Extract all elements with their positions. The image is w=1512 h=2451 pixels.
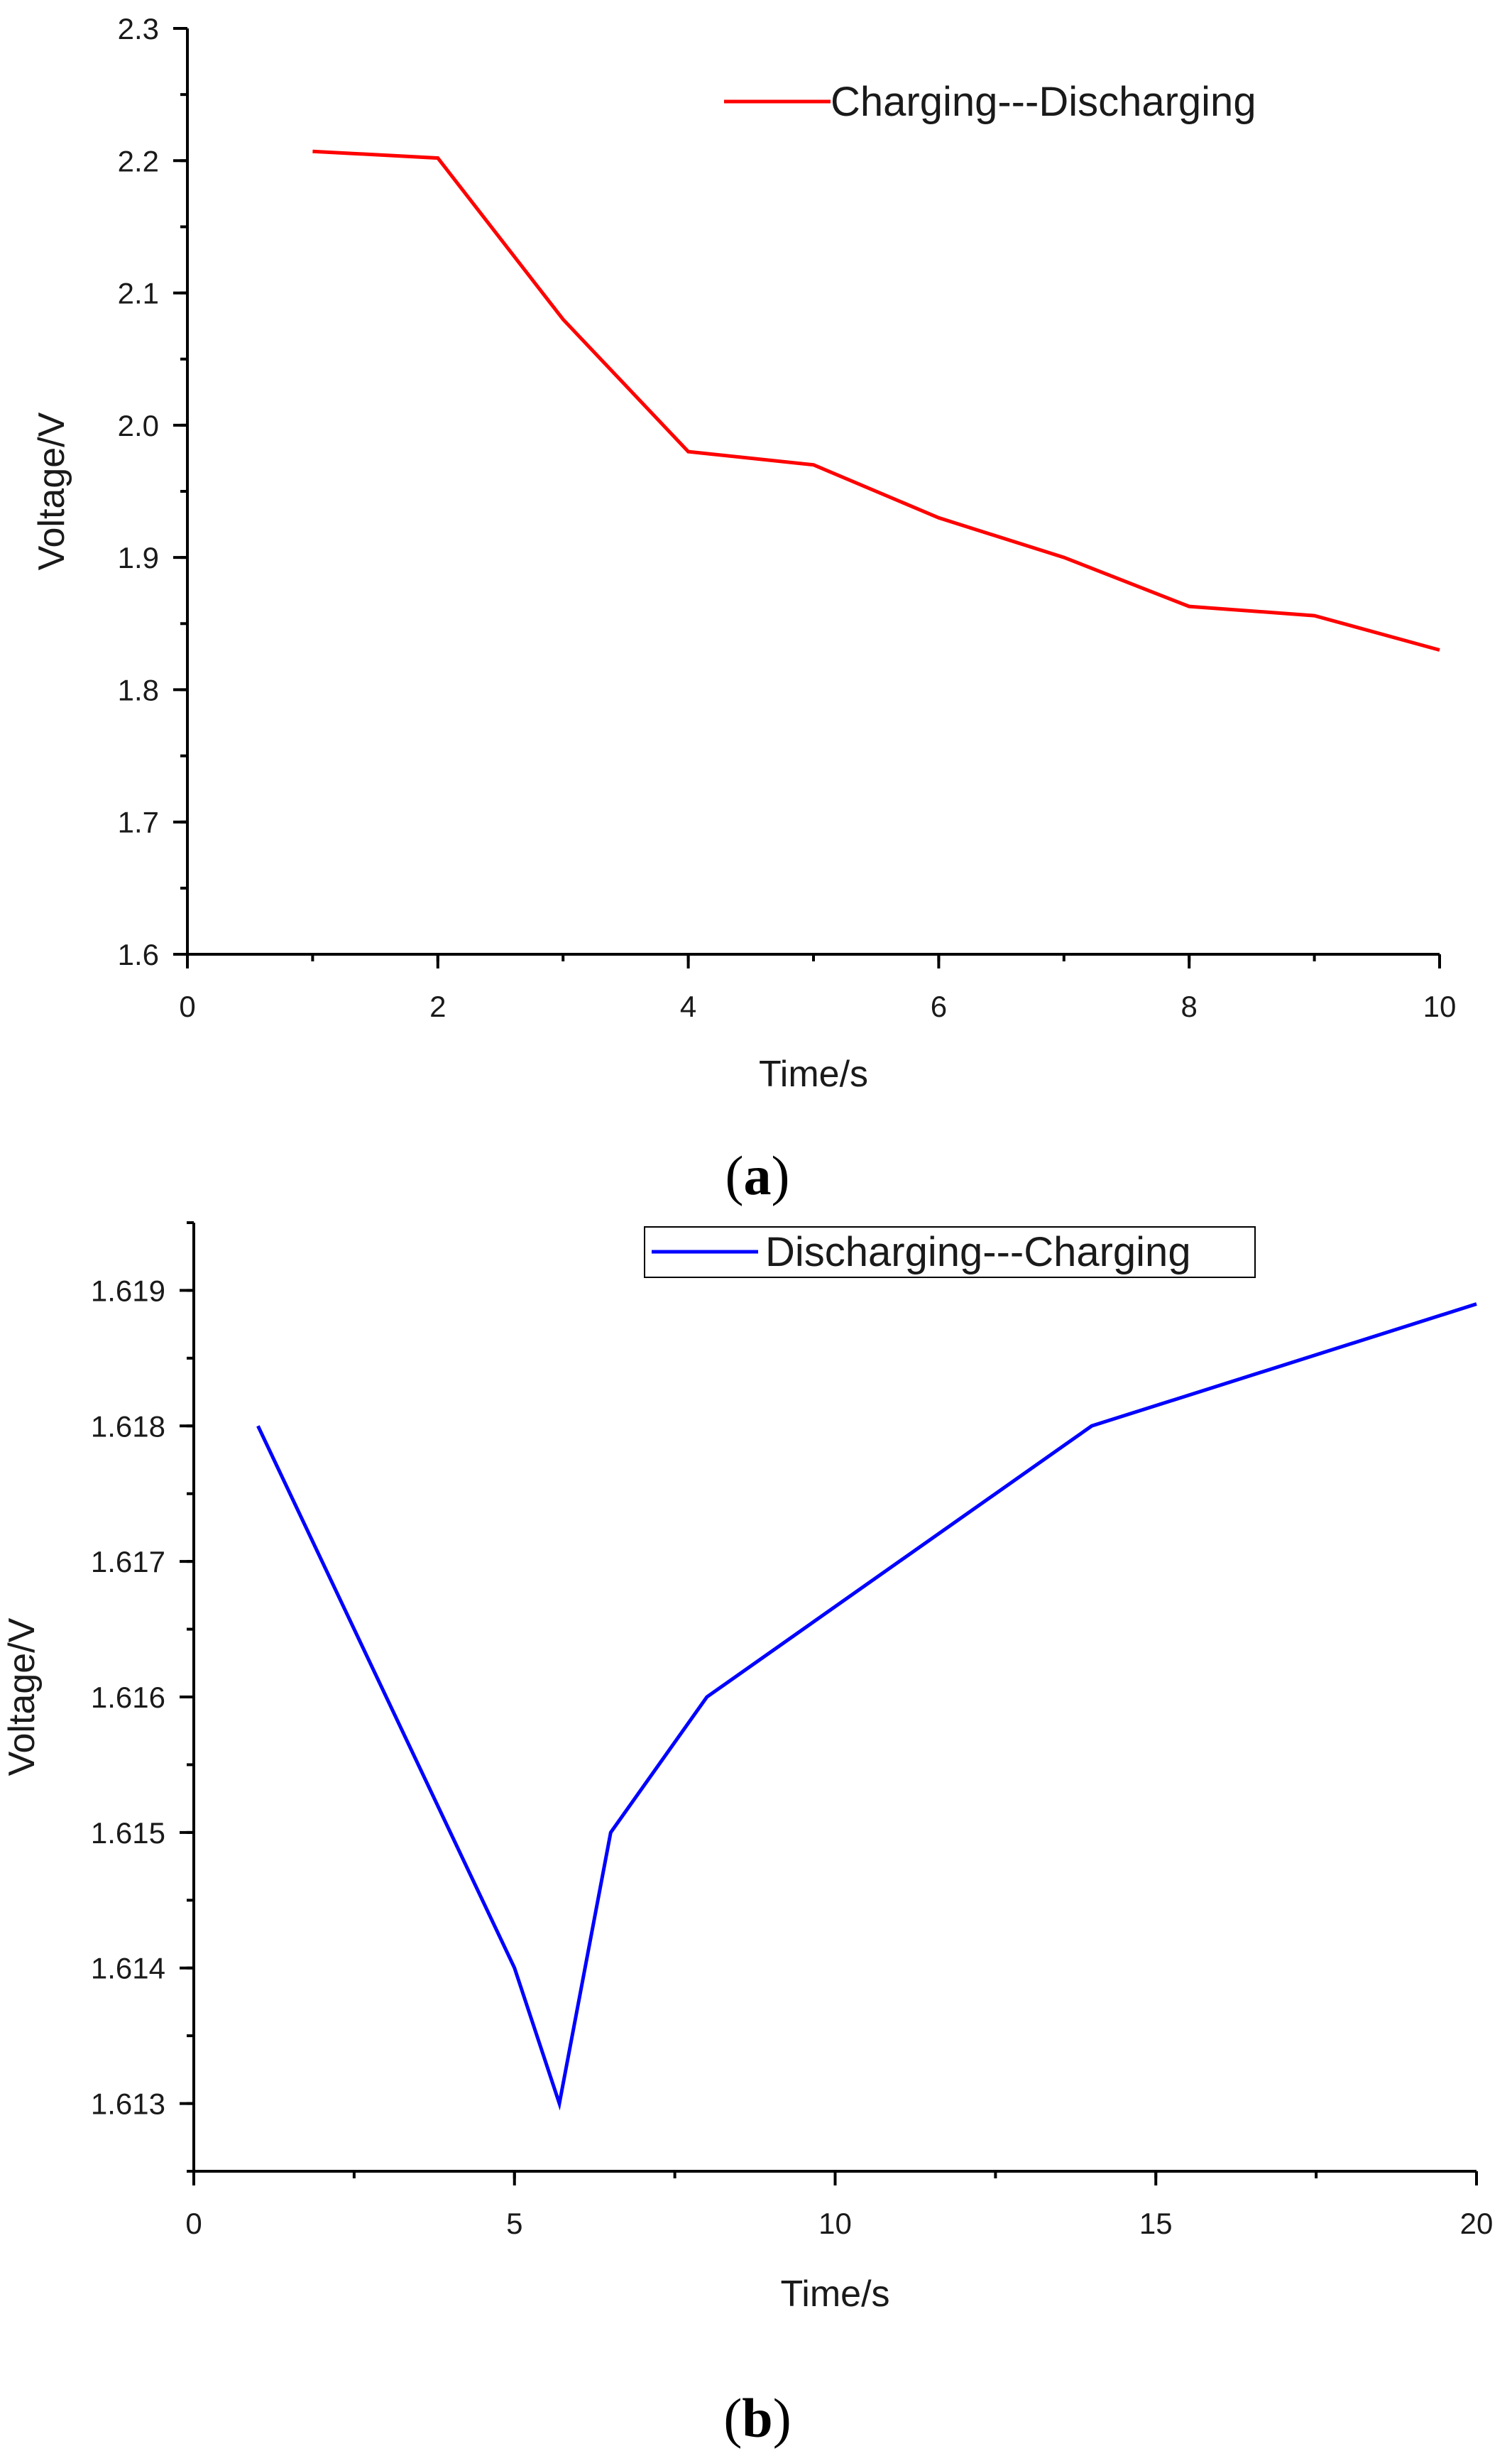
x-tick-label-b: 15 [1139, 2207, 1173, 2240]
y-tick-label-a: 1.7 [118, 806, 159, 839]
x-tick-label-a: 6 [931, 990, 947, 1023]
panel-label-a: (a) [725, 1145, 790, 1206]
y-tick-label-a: 2.3 [118, 12, 159, 45]
legend-label-b: Discharging---Charging [765, 1229, 1191, 1275]
y-tick-label-b: 1.615 [91, 1816, 165, 1850]
panel-label-b: (b) [723, 2387, 791, 2449]
series-line-b-0 [256, 1302, 1477, 2111]
y-tick-label-a: 1.9 [118, 541, 159, 574]
x-tick-label-a: 0 [179, 990, 195, 1023]
x-tick-label-b: 10 [818, 2207, 852, 2240]
x-tick-label-b: 20 [1460, 2207, 1494, 2240]
y-tick-label-b: 1.613 [91, 2087, 165, 2121]
y-tick-label-b: 1.618 [91, 1409, 165, 1443]
y-tick-label-b: 1.614 [91, 1952, 165, 1985]
legend-box-b [644, 1226, 1256, 1278]
panel-letter-a: a [744, 1145, 772, 1206]
y-axis-title-b: Voltage/V [1, 1617, 43, 1776]
y-tick-label-b: 1.617 [91, 1545, 165, 1578]
series-line-a-0 [312, 149, 1440, 652]
chart-panel-a: 0 2 4 6 8 10 1.6 1.7 1.8 1.9 2.0 2.1 2.2 2.3 Time/s Vol… [31, 12, 1456, 1095]
x-axis-title-b: Time/s [780, 2273, 889, 2315]
x-tick-label-b: 0 [185, 2207, 202, 2240]
legend-label-a: Charging---Discharging [831, 79, 1256, 125]
x-tick-label-b: 5 [506, 2207, 522, 2240]
x-tick-label-a: 10 [1423, 990, 1457, 1023]
y-tick-label-a: 2.1 [118, 277, 159, 310]
x-tick-label-a: 2 [429, 990, 446, 1023]
x-axis-title-a: Time/s [759, 1054, 868, 1095]
y-tick-label-a: 1.6 [118, 938, 159, 971]
y-tick-label-a: 2.0 [118, 409, 159, 442]
y-tick-label-b: 1.619 [91, 1274, 165, 1307]
x-tick-label-a: 4 [680, 990, 696, 1023]
chart-panel-b: 0 5 10 15 20 1.613 1.614 1.615 1.616 1.617 1.618 1.… [1, 1221, 1494, 2315]
y-tick-label-b: 1.616 [91, 1681, 165, 1714]
y-tick-label-a: 2.2 [118, 144, 159, 178]
y-tick-label-a: 1.8 [118, 673, 159, 706]
x-tick-label-a: 8 [1181, 990, 1198, 1023]
legend-b: Discharging---Charging [644, 1226, 1256, 1278]
legend-a: Charging---Discharging [724, 79, 1256, 125]
y-axis-title-a: Voltage/V [31, 412, 72, 570]
panel-letter-b: b [742, 2387, 772, 2449]
